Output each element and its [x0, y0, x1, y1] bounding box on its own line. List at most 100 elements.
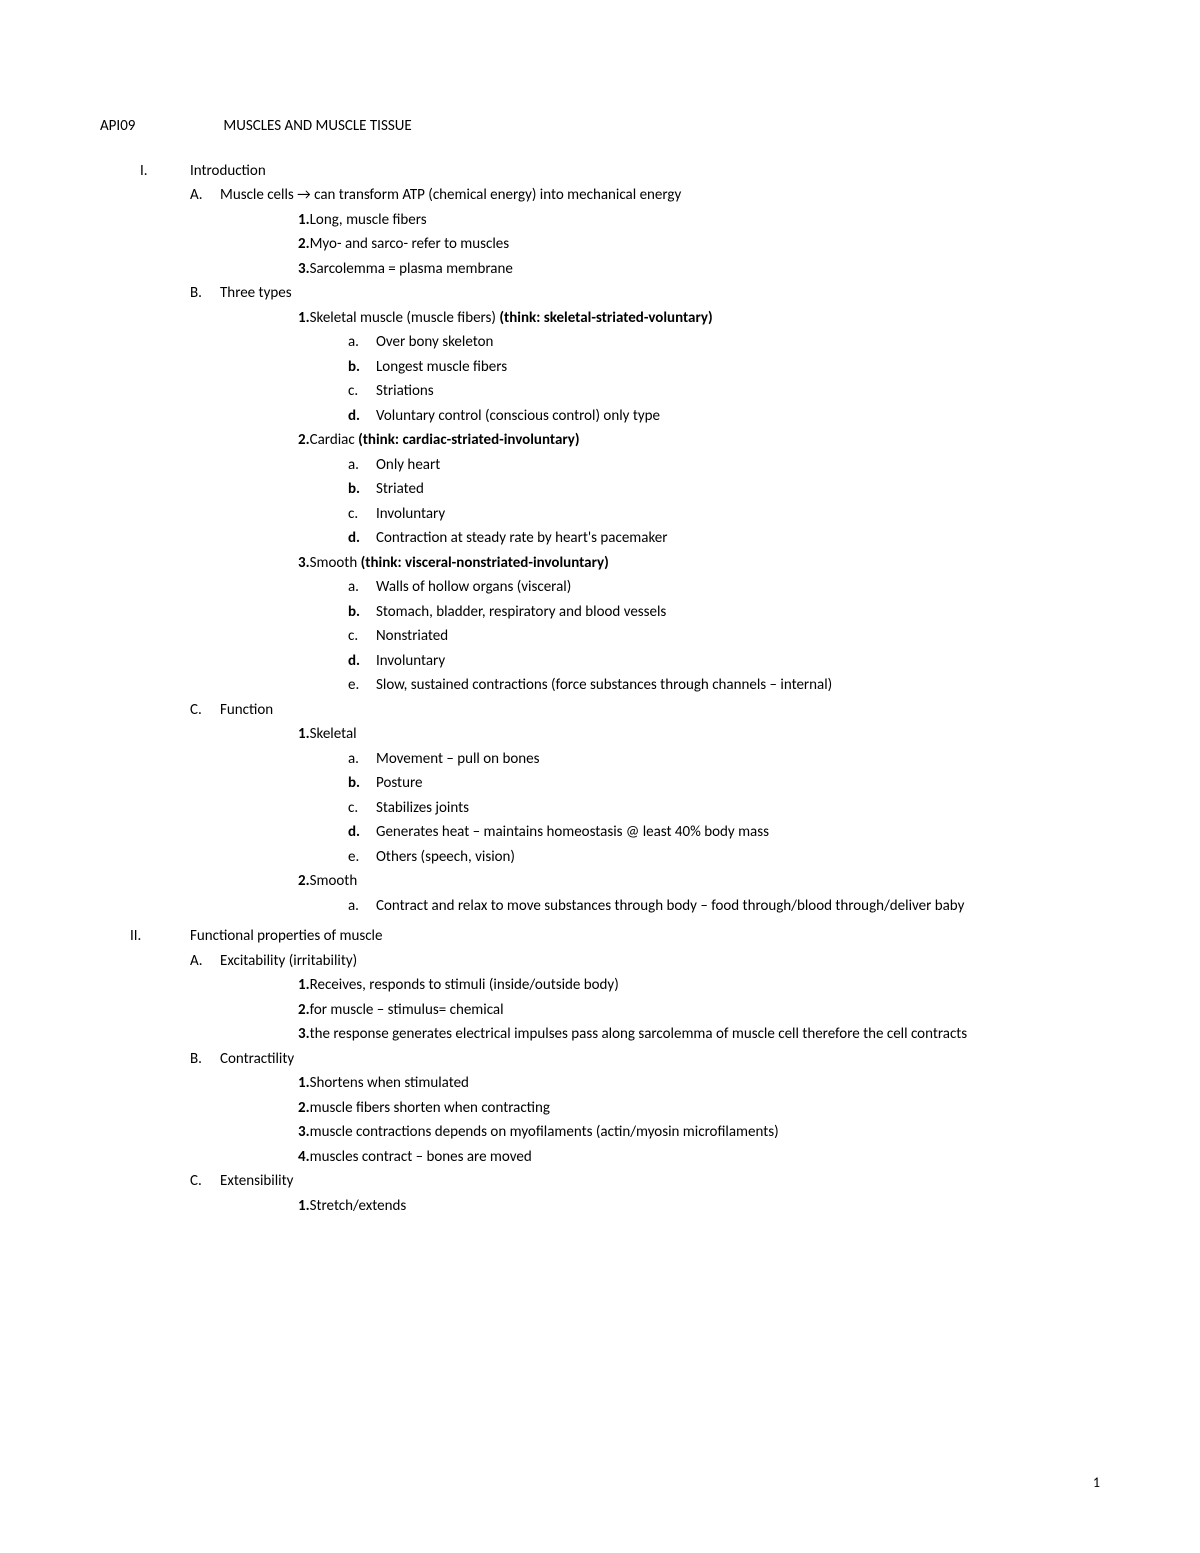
item: 1.Skeletal — [298, 723, 1100, 746]
num-marker: 1. — [298, 307, 310, 330]
sub-marker: c. — [348, 503, 376, 526]
num-marker: 3. — [298, 1023, 310, 1046]
item-text: the response generates electrical impuls… — [310, 1023, 1030, 1046]
item-text: Contraction at steady rate by heart's pa… — [376, 527, 1056, 550]
item-text: Muscle cells → can transform ATP (chemic… — [220, 184, 1020, 207]
sub-marker: c. — [348, 625, 376, 648]
item-text: Over bony skeleton — [376, 331, 1056, 354]
item-ii-c: C.Extensibility — [190, 1170, 1100, 1193]
item-text: Skeletal muscle (muscle fibers) (think: … — [310, 307, 713, 330]
num-marker: 1. — [298, 1072, 310, 1095]
item-text: Stomach, bladder, respiratory and blood … — [376, 601, 1056, 624]
item-text: Slow, sustained contractions (force subs… — [376, 674, 1056, 697]
item-text: Generates heat – maintains homeostasis @… — [376, 821, 1056, 844]
section-title: Functional properties of muscle — [190, 925, 1070, 948]
item-text: Longest muscle fibers — [376, 356, 1056, 379]
item: a.Walls of hollow organs (visceral) — [348, 576, 1100, 599]
section-ii: II.Functional properties of muscle — [130, 925, 1100, 948]
alpha-marker: C. — [190, 1170, 220, 1193]
item: 2.for muscle – stimulus= chemical — [298, 999, 1100, 1022]
item: c.Stabilizes joints — [348, 797, 1100, 820]
item-text: Myo- and sarco- refer to muscles — [310, 233, 510, 256]
sub-marker: e. — [348, 846, 376, 869]
num-marker: 2. — [298, 429, 310, 452]
item-text: muscles contract – bones are moved — [310, 1146, 532, 1169]
sub-marker: c. — [348, 797, 376, 820]
item: 1. Long, muscle fibers — [298, 209, 1100, 232]
roman-marker: I. — [140, 160, 190, 183]
item-text: Function — [220, 699, 1020, 722]
sub-marker: b. — [348, 356, 376, 379]
item: 3. the response generates electrical imp… — [298, 1023, 1100, 1046]
item-text: Cardiac (think: cardiac-striated-involun… — [310, 429, 580, 452]
item: 2.muscle fibers shorten when contracting — [298, 1097, 1100, 1120]
item: c.Nonstriated — [348, 625, 1100, 648]
item: d.Voluntary control (conscious control) … — [348, 405, 1100, 428]
num-marker: 1. — [298, 974, 310, 997]
num-marker: 1. — [298, 1195, 310, 1218]
sub-marker: c. — [348, 380, 376, 403]
item: d.Contraction at steady rate by heart's … — [348, 527, 1100, 550]
item-text: Shortens when stimulated — [310, 1072, 469, 1095]
item-text: Nonstriated — [376, 625, 1056, 648]
item-text: muscle fibers shorten when contracting — [310, 1097, 550, 1120]
item: d.Involuntary — [348, 650, 1100, 673]
item-text: muscle contractions depends on myofilame… — [310, 1121, 779, 1144]
item: b.Posture — [348, 772, 1100, 795]
num-marker: 2. — [298, 233, 310, 256]
item-text: Smooth — [310, 870, 358, 893]
item-text: Long, muscle fibers — [310, 209, 427, 232]
alpha-marker: B. — [190, 282, 220, 305]
alpha-marker: A. — [190, 184, 220, 207]
item: b.Stomach, bladder, respiratory and bloo… — [348, 601, 1100, 624]
item: c.Involuntary — [348, 503, 1100, 526]
sub-marker: d. — [348, 650, 376, 673]
num-marker: 1. — [298, 209, 310, 232]
sub-marker: b. — [348, 478, 376, 501]
num-marker: 1. — [298, 723, 310, 746]
document-page: API09 MUSCLES AND MUSCLE TISSUE I.Introd… — [0, 0, 1200, 1257]
item-text: Involuntary — [376, 503, 1056, 526]
item: a.Only heart — [348, 454, 1100, 477]
item: 2.Cardiac (think: cardiac-striated-invol… — [298, 429, 1100, 452]
item-i-a: A.Muscle cells → can transform ATP (chem… — [190, 184, 1100, 207]
item-text: Receives, responds to stimuli (inside/ou… — [310, 974, 619, 997]
alpha-marker: A. — [190, 950, 220, 973]
item-text: Posture — [376, 772, 1056, 795]
item: a.Movement – pull on bones — [348, 748, 1100, 771]
item: 1.Skeletal muscle (muscle fibers) (think… — [298, 307, 1100, 330]
item: 1.Shortens when stimulated — [298, 1072, 1100, 1095]
bold-text: (think: visceral-nonstriated-involuntary… — [361, 554, 609, 572]
item-text: Contractility — [220, 1048, 1020, 1071]
item: 3.muscle contractions depends on myofila… — [298, 1121, 1100, 1144]
sub-marker: a. — [348, 576, 376, 599]
num-marker: 3. — [298, 1121, 310, 1144]
item: c.Striations — [348, 380, 1100, 403]
item-text: Skeletal — [310, 723, 357, 746]
item: 3.Smooth (think: visceral-nonstriated-in… — [298, 552, 1100, 575]
item-text: Contract and relax to move substances th… — [376, 895, 1056, 918]
item-text: Involuntary — [376, 650, 1056, 673]
item-text: Walls of hollow organs (visceral) — [376, 576, 1056, 599]
item-i-b: B.Three types — [190, 282, 1100, 305]
num-marker: 4. — [298, 1146, 310, 1169]
item-text: Stretch/extends — [310, 1195, 407, 1218]
item: a.Over bony skeleton — [348, 331, 1100, 354]
sub-marker: b. — [348, 601, 376, 624]
item-ii-a: A.Excitability (irritability) — [190, 950, 1100, 973]
item: b.Longest muscle fibers — [348, 356, 1100, 379]
item-text: Striated — [376, 478, 1056, 501]
item-text: Excitability (irritability) — [220, 950, 1020, 973]
item-text: Only heart — [376, 454, 1056, 477]
num-marker: 2. — [298, 1097, 310, 1120]
num-marker: 2. — [298, 870, 310, 893]
item: b.Striated — [348, 478, 1100, 501]
sub-marker: b. — [348, 772, 376, 795]
roman-marker: II. — [130, 925, 190, 948]
item-ii-b: B.Contractility — [190, 1048, 1100, 1071]
item-text: Three types — [220, 282, 1020, 305]
page-number: 1 — [1093, 1472, 1100, 1493]
num-marker: 3. — [298, 258, 310, 281]
num-marker: 2. — [298, 999, 310, 1022]
sub-marker: a. — [348, 748, 376, 771]
